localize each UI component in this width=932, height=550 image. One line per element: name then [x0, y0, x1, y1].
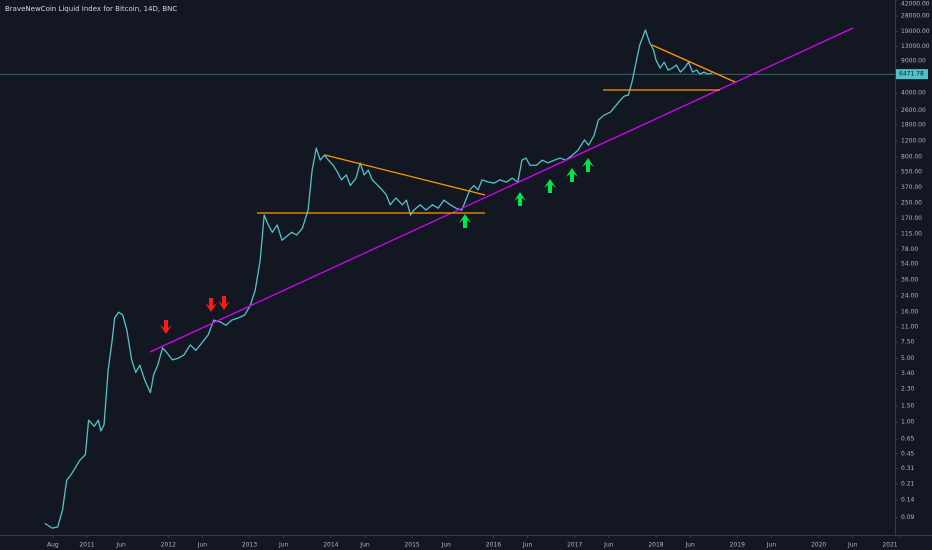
down-arrow [160, 320, 172, 334]
up-arrow [514, 192, 526, 206]
up-arrow [582, 158, 594, 172]
y-tick-label: 4000.00 [901, 90, 926, 97]
down-arrow [205, 298, 217, 312]
y-tick-label: 7.50 [901, 339, 915, 346]
resistance-line [324, 154, 486, 196]
x-tick-label: 2016 [486, 542, 501, 549]
y-tick-label: 1200.00 [901, 137, 926, 144]
x-tick-label: Jun [278, 542, 289, 549]
y-tick-label: 54.00 [901, 260, 918, 267]
y-tick-label: 3.40 [901, 370, 915, 377]
x-tick-label: 2017 [567, 542, 582, 549]
x-tick-label: 2021 [882, 542, 897, 549]
resistance-line [651, 44, 736, 83]
y-tick-label: 13000.00 [901, 43, 930, 50]
y-tick-label: 0.65 [901, 436, 915, 443]
up-arrow [459, 214, 471, 228]
down-arrow [218, 296, 230, 310]
y-tick-label: 0.14 [901, 497, 915, 504]
y-tick-label: 36.00 [901, 277, 918, 284]
up-arrow [544, 179, 556, 193]
y-tick-label: 2600.00 [901, 107, 926, 114]
x-tick-label: Jun [359, 542, 370, 549]
x-tick-label: 2012 [161, 542, 176, 549]
x-tick-label: Jun [522, 542, 533, 549]
y-tick-label: 19000.00 [901, 28, 930, 35]
y-tick-label: 170.00 [901, 215, 922, 222]
y-tick-label: 11.00 [901, 324, 918, 331]
x-tick-label: Aug [47, 542, 59, 549]
y-tick-label: 550.00 [901, 168, 922, 175]
y-tick-label: 370.00 [901, 184, 922, 191]
x-tick-label: Jun [766, 542, 777, 549]
chart-title: BraveNewCoin Liquid Index for Bitcoin, 1… [5, 5, 177, 13]
x-tick-label: Jun [603, 542, 614, 549]
y-tick-label: 1.50 [901, 403, 915, 410]
x-tick-label: 2013 [242, 542, 257, 549]
y-tick-label: 1.00 [901, 419, 915, 426]
y-tick-label: 0.09 [901, 514, 915, 521]
last-price-tag [896, 69, 928, 80]
x-tick-label: 2018 [648, 542, 663, 549]
x-tick-label: 2014 [323, 542, 338, 549]
y-tick-label: 42000.00 [901, 1, 930, 8]
up-arrow [566, 168, 578, 182]
trend-line [149, 27, 854, 353]
x-tick-label: 2011 [79, 542, 94, 549]
plot-area [0, 29, 895, 529]
x-tick-label: 2019 [730, 542, 745, 549]
x-tick-label: Jun [441, 542, 452, 549]
y-tick-label: 800.00 [901, 154, 922, 161]
y-tick-label: 28000.00 [901, 13, 930, 20]
x-tick-label: Jun [684, 542, 695, 549]
x-tick-label: 2020 [811, 542, 826, 549]
x-tick-label: Jun [115, 542, 126, 549]
y-tick-label: 78.00 [901, 246, 918, 253]
y-tick-label: 115.00 [901, 230, 922, 237]
last-price-label: 6471.78 [899, 71, 924, 78]
y-tick-label: 250.00 [901, 200, 922, 207]
y-tick-label: 2.30 [901, 386, 915, 393]
y-tick-label: 16.00 [901, 309, 918, 316]
x-tick-label: 2015 [404, 542, 419, 549]
price-line [44, 29, 713, 529]
y-tick-label: 24.00 [901, 293, 918, 300]
x-tick-label: Jun [197, 542, 208, 549]
y-tick-label: 0.21 [901, 480, 915, 487]
y-tick-label: 5.00 [901, 355, 915, 362]
y-tick-label: 0.31 [901, 465, 915, 472]
y-tick-label: 9000.00 [901, 58, 926, 65]
x-tick-label: Jun [847, 542, 858, 549]
y-tick-label: 1800.00 [901, 121, 926, 128]
y-tick-label: 0.45 [901, 450, 915, 457]
